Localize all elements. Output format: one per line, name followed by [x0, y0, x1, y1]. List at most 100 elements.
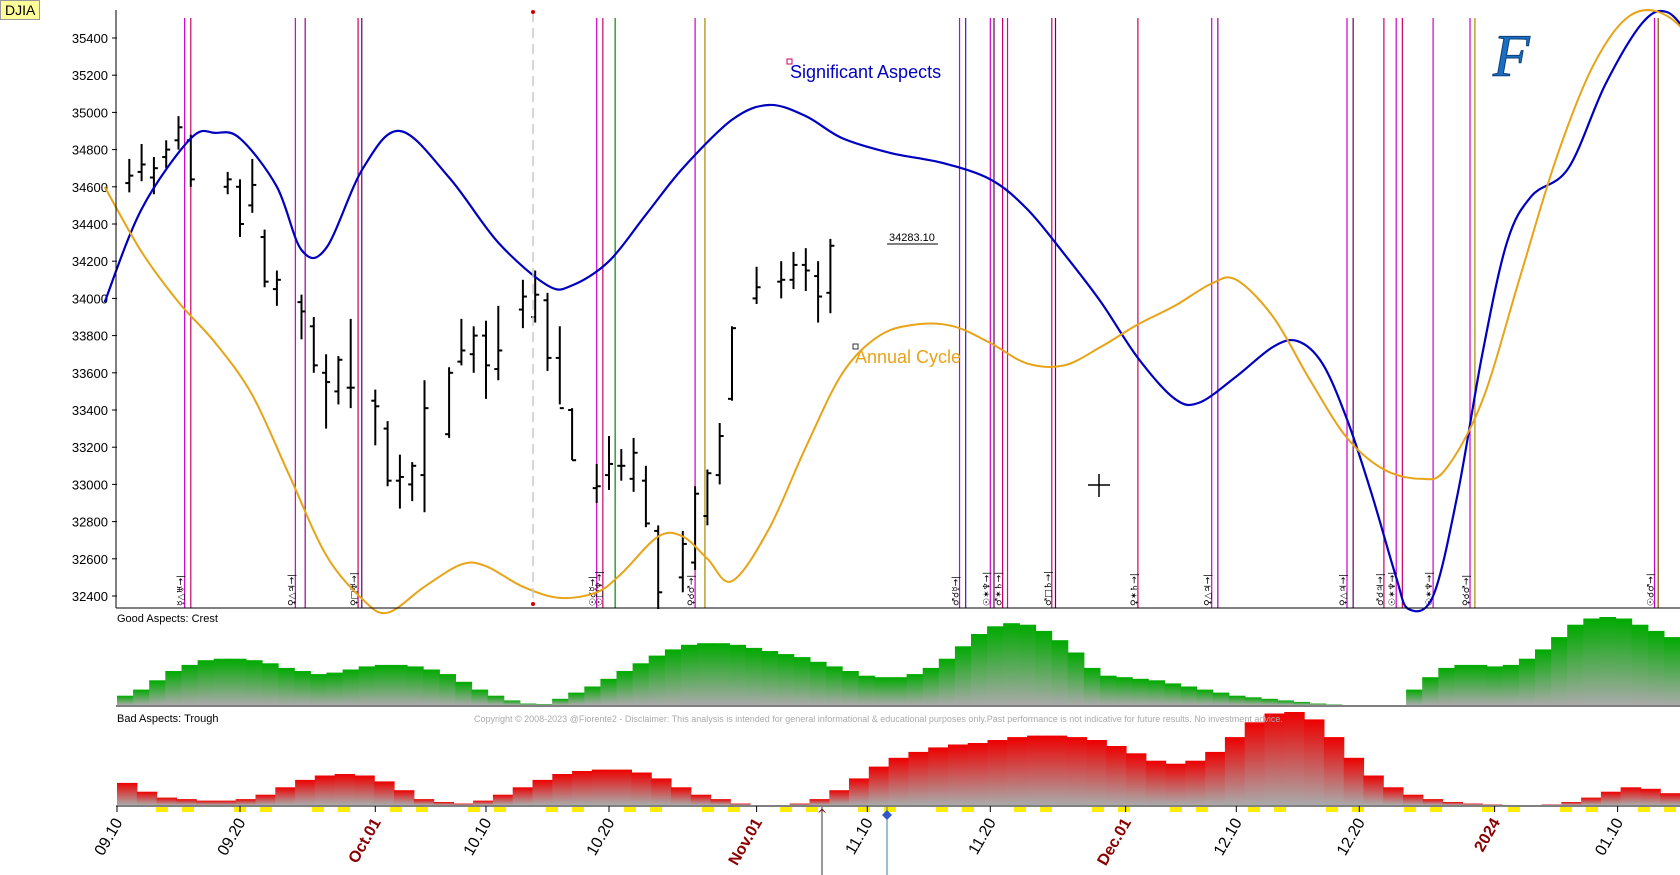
aspect-label: ♀△♃→|	[1204, 574, 1214, 606]
session-marker	[806, 807, 818, 812]
bad-aspect-bar	[1126, 753, 1147, 805]
good-aspect-bar	[1647, 630, 1665, 705]
ohlc-bar	[174, 116, 183, 150]
session-marker	[702, 807, 714, 812]
bad-aspect-bar	[1007, 737, 1028, 805]
bad-aspect-bar	[255, 794, 276, 805]
bad-aspect-bar	[710, 799, 731, 805]
x-tick-label: 12.10	[1211, 815, 1246, 858]
ohlc-bar	[125, 158, 134, 193]
session-marker	[546, 807, 558, 812]
ohlc-bar	[445, 367, 454, 438]
good-aspect-bar	[1277, 700, 1294, 705]
bad-aspect-bar	[809, 799, 830, 805]
session-marker	[1274, 807, 1286, 812]
good-aspect-bar	[407, 666, 424, 705]
ohlc-bar	[728, 326, 736, 401]
ohlc-bar	[752, 266, 761, 304]
good-aspect-bar	[1035, 630, 1053, 705]
legend-significant-aspects: Significant Aspects	[790, 62, 941, 82]
good-aspect-bar	[229, 658, 247, 705]
aspect-label: ♀✶♄→|	[1130, 573, 1140, 606]
ohlc-bar	[383, 421, 392, 487]
bad-aspect-bar	[1323, 737, 1345, 805]
good-aspect-bar	[1535, 649, 1552, 705]
session-marker	[1326, 807, 1338, 812]
good-aspect-bar	[1406, 689, 1423, 705]
ohlc-bar	[678, 530, 687, 593]
good-aspect-bar	[1518, 658, 1536, 705]
good-aspect-bar	[584, 686, 601, 705]
session-marker	[494, 807, 506, 812]
bad-aspect-bar	[413, 799, 435, 805]
good-aspect-bar	[922, 667, 940, 705]
bad-aspect-bar	[611, 769, 632, 805]
good-aspect-bar	[1132, 678, 1149, 705]
legend-annual-cycle: Annual Cycle	[855, 347, 961, 367]
good-aspect-bar	[1551, 637, 1568, 705]
ohlc-bar	[322, 354, 331, 429]
ohlc-bar	[482, 320, 490, 399]
good-aspect-bar	[793, 657, 811, 705]
bad-aspect-bar	[987, 740, 1008, 805]
good-aspect-bar	[826, 666, 843, 705]
good-aspect-bar	[729, 644, 746, 705]
good-aspect-bar	[1325, 704, 1343, 705]
ohlc-bar	[518, 279, 527, 329]
good-aspect-bar	[1470, 664, 1488, 705]
good-aspect-bar	[745, 647, 763, 705]
good-aspect-bar	[1599, 617, 1617, 705]
y-tick-label: 32600	[72, 552, 108, 567]
good-aspect-bar	[1051, 640, 1069, 705]
session-marker	[1430, 807, 1442, 812]
x-tick-label: 2024	[1472, 815, 1505, 854]
ohlc-bar	[617, 449, 626, 481]
ohlc-bar	[629, 437, 638, 492]
bad-aspect-bar	[690, 794, 712, 805]
bad-aspect-bar	[1383, 787, 1404, 805]
y-tick-label: 34400	[72, 217, 108, 232]
good-aspect-bar	[149, 680, 166, 705]
bad-aspect-bar	[1027, 735, 1048, 805]
x-tick-label: 11.20	[966, 815, 1000, 857]
good-aspect-bar	[1486, 666, 1504, 705]
y-tick-label: 33200	[72, 440, 108, 455]
good-aspect-bar	[471, 689, 489, 705]
good-aspect-bar	[906, 674, 924, 705]
good-aspect-bar	[262, 663, 279, 705]
good-aspect-bar	[245, 660, 263, 705]
bad-aspect-bar	[532, 779, 553, 805]
good-aspect-bar	[971, 634, 988, 705]
ohlc-bar	[789, 251, 798, 290]
good-aspect-bar	[1164, 683, 1182, 705]
bad-aspect-bar	[1422, 799, 1444, 805]
ohlc-bar	[260, 229, 269, 288]
session-marker	[1248, 807, 1260, 812]
session-marker	[1014, 807, 1026, 812]
good-aspect-bar	[423, 669, 440, 705]
x-tick-label: 10.20	[584, 815, 619, 858]
bad-aspect-bar	[453, 803, 474, 805]
aspect-label: ☉☌☿→|	[589, 576, 599, 606]
good-aspect-bar	[1067, 652, 1085, 705]
good-aspect-bar	[1244, 697, 1262, 705]
good-aspect-bar	[165, 671, 182, 705]
bad-aspect-bar	[1640, 788, 1661, 805]
good-aspect-bar	[761, 651, 779, 705]
session-marker	[650, 807, 662, 812]
bad-aspect-bar	[1304, 719, 1325, 805]
good-aspect-bar	[648, 655, 666, 705]
aspect-label: ☿△♅→|	[177, 575, 187, 606]
ohlc-bar	[605, 436, 613, 490]
session-marker	[1092, 807, 1104, 812]
bad-aspect-bar	[948, 744, 969, 805]
good-aspect-bar	[1019, 624, 1037, 705]
ohlc-bar	[371, 389, 380, 446]
aspect-label: ♀□♅→|	[350, 572, 360, 606]
good-aspect-bar	[1422, 677, 1439, 705]
ticker-label: DJIA	[0, 0, 41, 20]
ohlc-bar	[162, 140, 171, 169]
good-aspect-bar	[874, 677, 891, 705]
series-significant-aspects	[103, 9, 1680, 613]
y-tick-label: 32800	[72, 515, 108, 530]
